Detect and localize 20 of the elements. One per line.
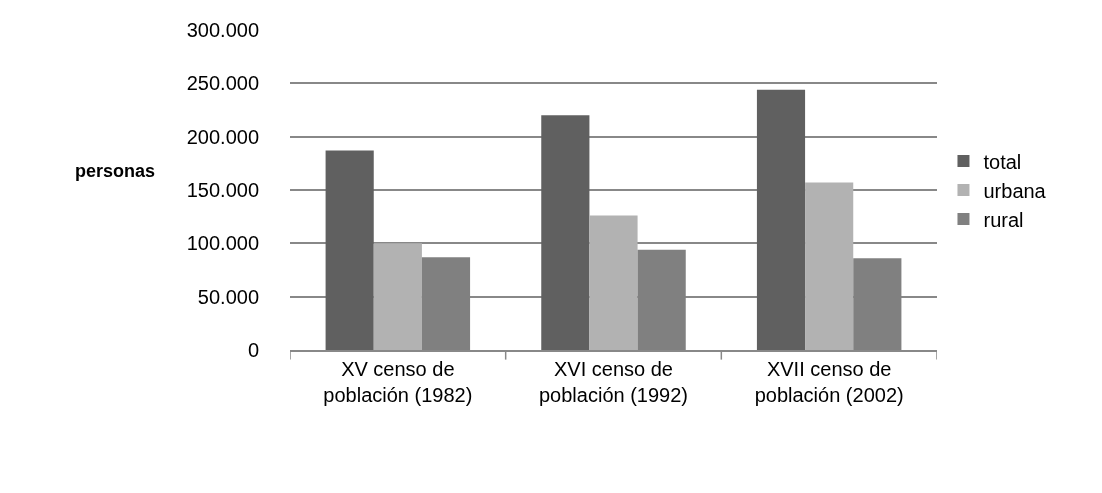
y-tick-label: 0 [247,339,259,361]
y-tick-label: 50.000 [197,285,259,308]
bar [805,182,854,350]
legend-label: urbana [983,179,1047,202]
y-tick-label: 150.000 [186,179,259,201]
y-tick-label: 200.000 [186,125,259,148]
legend-label: rural [983,208,1024,231]
y-tick-label: 250.000 [186,72,259,95]
bar [541,115,590,350]
x-tick-label: XVI censo de población (1992) [539,357,688,406]
legend-label: total [983,150,1022,173]
x-tick-label: XV censo de población (1982) [323,357,473,406]
bar [325,150,374,350]
x-tick-label: XVII censo de población (2002) [754,357,904,406]
y-tick-label: 100.000 [186,232,259,255]
y-tick-label: 300.000 [186,19,259,41]
bar [373,243,422,350]
bar [756,89,806,350]
bar [589,215,638,350]
y-axis-title: personas [75,161,156,181]
